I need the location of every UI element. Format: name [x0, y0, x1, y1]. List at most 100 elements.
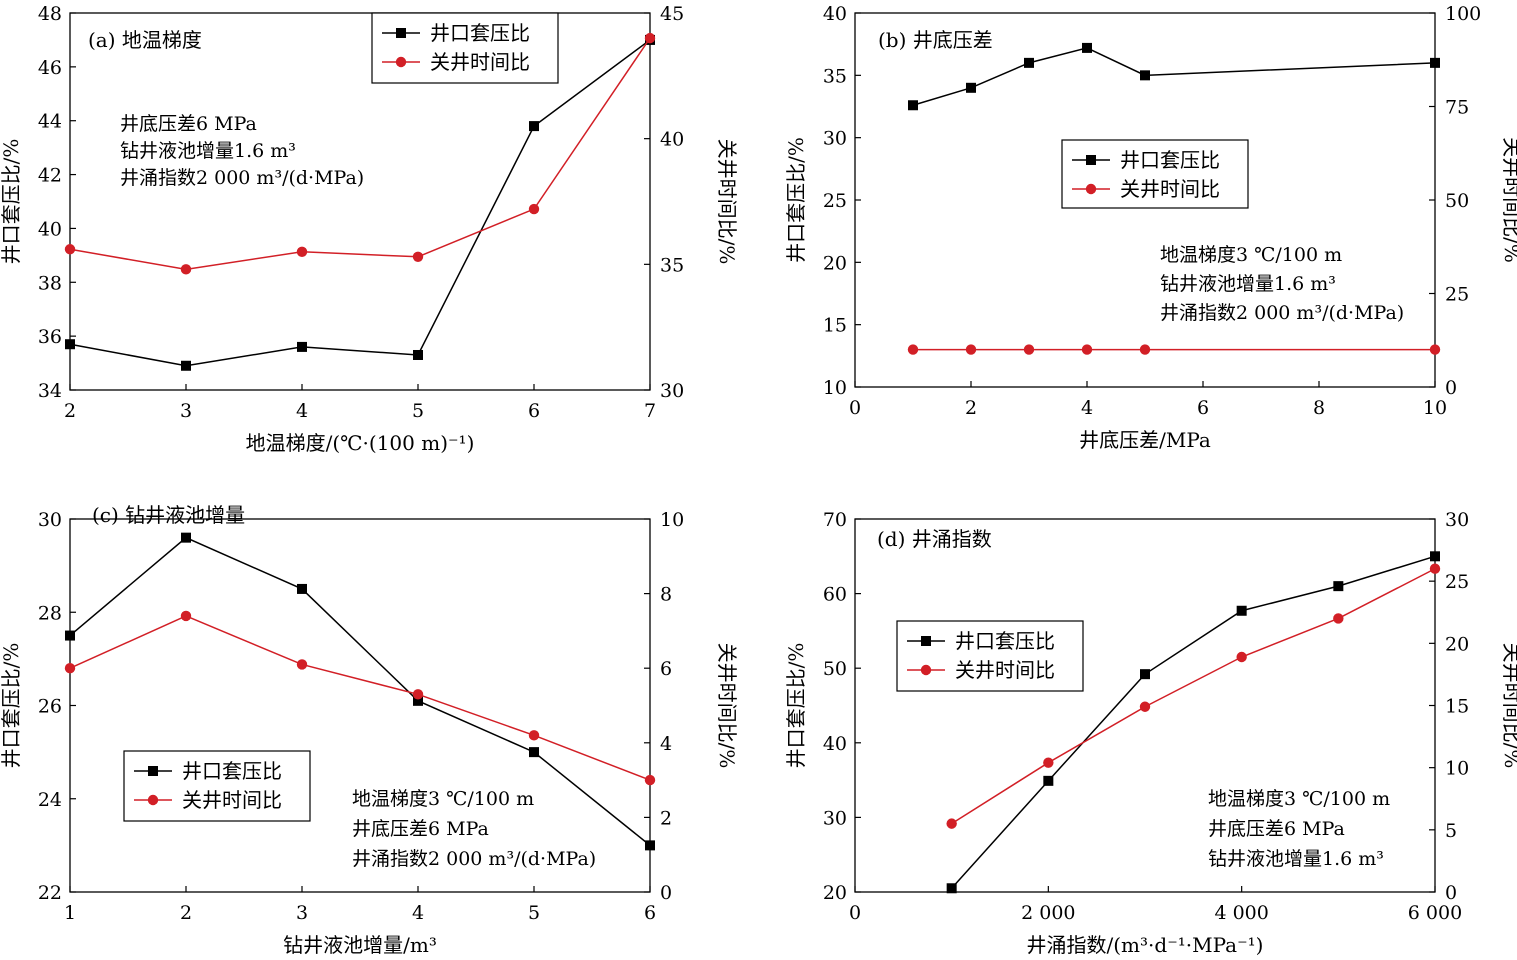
condition-note: 井涌指数2 000 m³/(d·MPa): [1160, 302, 1404, 324]
legend-box: [371, 12, 559, 84]
legend-label-casing: 井口套压比: [1120, 148, 1220, 172]
series-line-casing-pressure: [69, 39, 651, 367]
x-tick-label: 6 000: [1408, 902, 1462, 924]
y-tick-label: 48: [38, 3, 62, 25]
data-point-square: [413, 349, 423, 360]
x-tick-label: 2: [180, 902, 192, 924]
x-tick-label: 4 000: [1214, 902, 1268, 924]
panel-title: (a) 地温梯度: [88, 28, 202, 52]
series-line-shutin-time: [69, 615, 651, 781]
y2-axis-label: 关井时间比/%: [715, 139, 739, 265]
data-point-circle: [1139, 701, 1151, 712]
x-tick-label: 0: [849, 902, 861, 924]
y-axis-label: 井口套压比/%: [784, 643, 808, 769]
y2-tick-label: 30: [660, 380, 684, 402]
y-tick-label: 36: [38, 326, 62, 348]
y2-axis-label: 关井时间比/%: [1500, 137, 1517, 263]
y-axis-label: 井口套压比/%: [0, 139, 23, 265]
x-tick-label: 10: [1423, 397, 1447, 419]
data-point-square: [1430, 57, 1440, 68]
x-tick-label: 6: [644, 902, 656, 924]
data-point-square: [645, 840, 655, 851]
data-point-circle: [907, 344, 919, 355]
series-line-casing-pressure: [951, 555, 1436, 889]
data-point-circle: [1023, 344, 1035, 355]
legend-label-shutin: 关井时间比: [430, 50, 530, 74]
data-point-circle: [64, 244, 76, 255]
legend-box: [123, 750, 311, 822]
legend-label-casing: 井口套压比: [182, 759, 282, 783]
y2-tick-label: 75: [1445, 97, 1469, 119]
panel-b: 0 2 4 6 8 10 10 15 20 25 30 35 40 0 25 50 75 100 井底压差/MPa 井…: [784, 3, 1517, 452]
data-point-square: [946, 883, 957, 894]
y-tick-label: 30: [38, 509, 62, 531]
y2-tick-label: 2: [660, 807, 672, 829]
y-tick-label: 35: [823, 65, 847, 87]
legend-marker-circle: [395, 56, 407, 68]
data-point-circle: [1081, 344, 1093, 355]
x-axis-label: 井涌指数/(m³·d⁻¹·MPa⁻¹): [1027, 933, 1264, 957]
y2-tick-label: 0: [1445, 882, 1457, 904]
data-point-square: [529, 121, 539, 132]
y2-tick-label: 15: [1445, 696, 1469, 718]
y2-tick-label: 10: [1445, 758, 1469, 780]
y2-tick-label: 0: [1445, 377, 1457, 399]
data-point-circle: [64, 663, 76, 674]
condition-note: 地温梯度3 ℃/100 m: [352, 788, 534, 810]
series-line-shutin-time: [951, 568, 1436, 825]
data-point-circle: [412, 251, 424, 262]
x-tick-label: 8: [1313, 397, 1325, 419]
y-tick-label: 50: [823, 658, 847, 680]
y-tick-label: 20: [823, 252, 847, 274]
data-point-square: [1140, 70, 1150, 81]
data-point-circle: [1043, 757, 1054, 768]
data-point-square: [1140, 669, 1150, 680]
legend-box: [1061, 139, 1249, 209]
series-line-shutin-time: [69, 37, 651, 271]
y-tick-label: 60: [823, 584, 847, 606]
y-tick-label: 26: [38, 696, 62, 718]
y-tick-label: 10: [823, 377, 847, 399]
y2-axis-label: 关井时间比/%: [715, 643, 739, 769]
panel-a: 2 3 4 5 6 7343638404244464830354045地温梯度/(℃·(1…: [0, 3, 739, 455]
data-point-square: [1024, 57, 1034, 68]
panel-d: 0 2 000 4 000 6 000 20 30 40 50 60 70 0 5 10 15 20 25 30…: [784, 509, 1517, 957]
condition-note: 地温梯度3 ℃/100 m: [1160, 244, 1342, 266]
y2-tick-label: 35: [660, 254, 684, 276]
y-tick-label: 24: [38, 789, 62, 811]
data-point-circle: [1429, 344, 1441, 355]
data-point-circle: [180, 610, 192, 622]
x-tick-label: 3: [296, 902, 308, 924]
y-tick-label: 28: [38, 602, 62, 624]
y-tick-label: 30: [823, 128, 847, 150]
data-point-circle: [180, 264, 192, 275]
data-point-square: [966, 82, 976, 93]
data-point-square: [1043, 775, 1054, 786]
y2-tick-label: 8: [660, 584, 672, 606]
legend-marker-square: [1086, 155, 1096, 165]
panel-title: (d) 井涌指数: [877, 527, 992, 551]
x-tick-label: 2: [64, 400, 76, 422]
x-tick-label: 2 000: [1021, 902, 1075, 924]
legend-label-casing: 井口套压比: [430, 21, 530, 45]
data-point-square: [181, 360, 191, 371]
legend-label-shutin: 关井时间比: [955, 658, 1055, 682]
condition-note: 井底压差6 MPa: [120, 113, 257, 135]
data-point-circle: [644, 774, 656, 786]
condition-note: 钻井液池增量1.6 m³: [1160, 273, 1336, 295]
y2-tick-label: 6: [660, 658, 672, 680]
x-tick-label: 4: [296, 400, 308, 422]
data-point-circle: [412, 689, 424, 700]
condition-note: 井涌指数2 000 m³/(d·MPa): [120, 167, 364, 189]
x-tick-label: 4: [1081, 397, 1093, 419]
legend-marker-square: [921, 636, 931, 646]
condition-note: 地温梯度3 ℃/100 m: [1208, 788, 1390, 810]
x-tick-label: 6: [1197, 397, 1209, 419]
data-point-circle: [528, 730, 540, 741]
y-tick-label: 40: [38, 218, 62, 240]
data-point-square: [529, 747, 539, 758]
x-tick-label: 5: [528, 902, 540, 924]
